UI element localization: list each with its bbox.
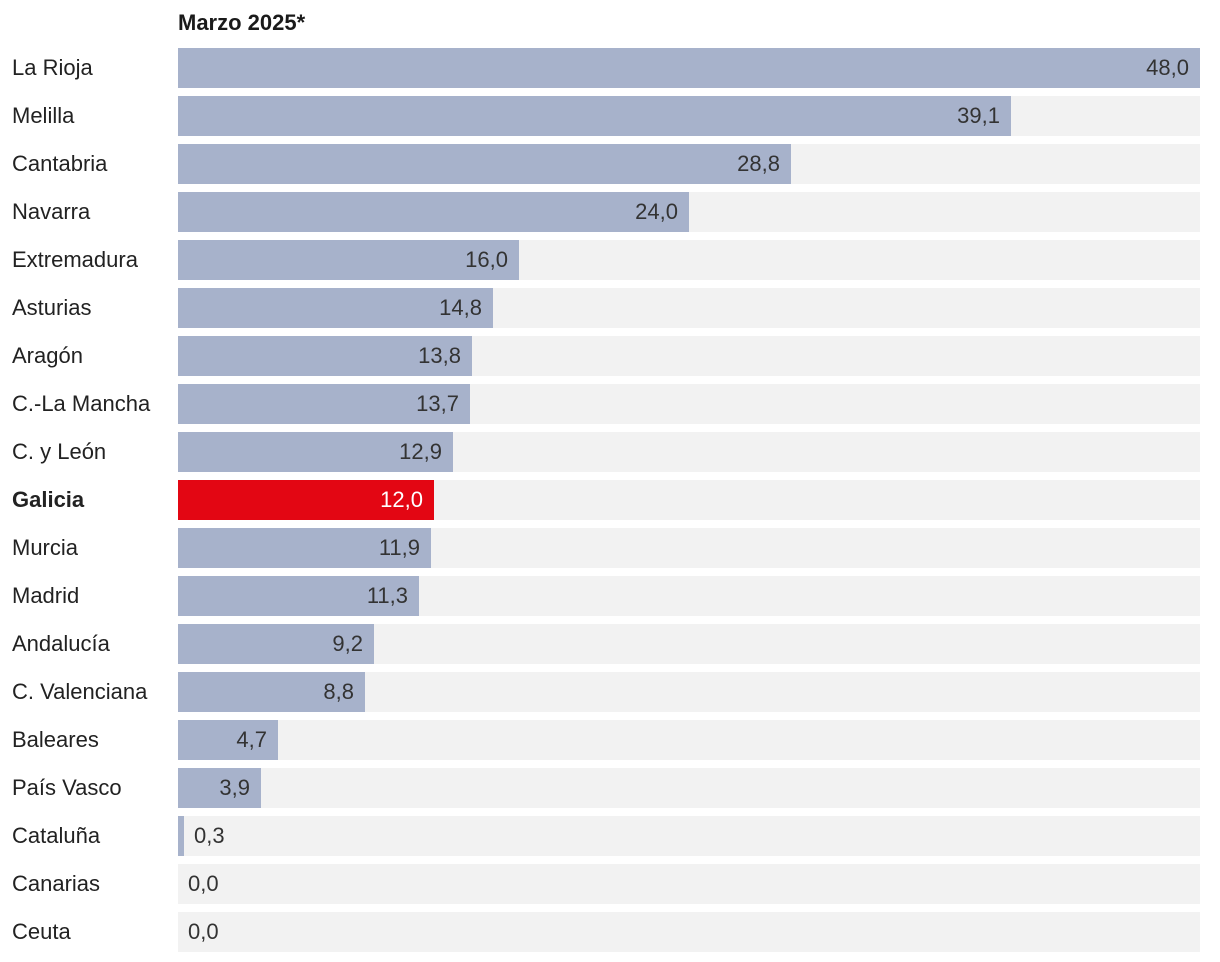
category-label: Navarra (12, 199, 91, 224)
bar-track: 16,0 (178, 240, 1200, 280)
category-label: Asturias (12, 295, 92, 320)
bar (178, 528, 431, 568)
category-label: Aragón (12, 343, 83, 368)
chart-title: Marzo 2025* (178, 10, 306, 35)
bar-row: País Vasco 3,9 (0, 768, 1220, 808)
bar (178, 384, 470, 424)
category-label: C. y León (12, 439, 107, 464)
value-label: 11,9 (378, 535, 420, 560)
value-label: 28,8 (737, 151, 780, 176)
bar (178, 48, 1200, 88)
bar (178, 816, 184, 856)
value-label: 9,2 (332, 631, 363, 656)
bar-track: 39,1 (178, 96, 1200, 136)
value-label: 14,8 (439, 295, 482, 320)
bar (178, 144, 791, 184)
category-label: Galicia (12, 487, 85, 512)
bar-track: 11,9 (178, 528, 1200, 568)
bar-track: 4,7 (178, 720, 1200, 760)
bar-row: Cantabria 28,8 (0, 144, 1220, 184)
category-label: Andalucía (12, 631, 110, 656)
bar-row: Aragón 13,8 (0, 336, 1220, 376)
value-label: 0,3 (194, 823, 225, 848)
bar-row: Asturias 14,8 (0, 288, 1220, 328)
bar-chart: La Rioja 48,0 Melilla 39,1 Cantabria 28,8 Nava… (0, 48, 1220, 960)
value-label: 4,7 (236, 727, 267, 752)
bar-track: 8,8 (178, 672, 1200, 712)
category-label: Canarias (12, 871, 101, 896)
bar-track: 48,0 (178, 48, 1200, 88)
bar-track: 3,9 (178, 768, 1200, 808)
category-label: Cantabria (12, 151, 108, 176)
bar-row: Baleares 4,7 (0, 720, 1220, 760)
value-label: 48,0 (1146, 55, 1189, 80)
value-label: 8,8 (323, 679, 354, 704)
bar (178, 672, 365, 712)
category-label: Melilla (12, 103, 75, 128)
category-label: Madrid (12, 583, 80, 608)
bar (178, 720, 278, 760)
bar-row: La Rioja 48,0 (0, 48, 1220, 88)
value-label: 11,3 (366, 583, 408, 608)
value-label: 3,9 (219, 775, 250, 800)
bar-track: 0,0 (178, 864, 1200, 904)
category-label: Murcia (12, 535, 79, 560)
bar (178, 96, 1011, 136)
bar (178, 192, 689, 232)
bar-row: Melilla 39,1 (0, 96, 1220, 136)
bar-row: Andalucía 9,2 (0, 624, 1220, 664)
category-label: Baleares (12, 727, 99, 752)
category-label: La Rioja (12, 55, 93, 80)
value-label: 24,0 (635, 199, 678, 224)
value-label: 39,1 (957, 103, 1000, 128)
category-label: Ceuta (12, 919, 71, 944)
category-label: C.-La Mancha (12, 391, 151, 416)
bar-row: Extremadura 16,0 (0, 240, 1220, 280)
value-label: 16,0 (465, 247, 508, 272)
category-label: País Vasco (12, 775, 122, 800)
category-label: Cataluña (12, 823, 101, 848)
bar-row: Canarias 0,0 (0, 864, 1220, 904)
value-label: 12,0 (380, 487, 423, 512)
bar (178, 576, 419, 616)
bar-row: Navarra 24,0 (0, 192, 1220, 232)
bar (178, 336, 472, 376)
bar-track: 24,0 (178, 192, 1200, 232)
bar (178, 768, 261, 808)
value-label: 13,8 (418, 343, 461, 368)
bar-track: 13,7 (178, 384, 1200, 424)
bar-row: C. Valenciana 8,8 (0, 672, 1220, 712)
bar-track: 28,8 (178, 144, 1200, 184)
bar-track: 0,3 (178, 816, 1200, 856)
category-label: C. Valenciana (12, 679, 148, 704)
bar (178, 624, 374, 664)
bar-row: Murcia 11,9 (0, 528, 1220, 568)
bar-row: Cataluña 0,3 (0, 816, 1220, 856)
bar-track: 9,2 (178, 624, 1200, 664)
value-label: 12,9 (399, 439, 442, 464)
bar-track: 12,9 (178, 432, 1200, 472)
bar (178, 240, 519, 280)
bar-track: 13,8 (178, 336, 1200, 376)
value-label: 0,0 (188, 871, 219, 896)
bar-track: 14,8 (178, 288, 1200, 328)
bar-row: C. y León 12,9 (0, 432, 1220, 472)
bar-row: Ceuta 0,0 (0, 912, 1220, 952)
value-label: 13,7 (416, 391, 459, 416)
bar (178, 288, 493, 328)
bar (178, 432, 453, 472)
bar (178, 480, 434, 520)
bar-row: C.-La Mancha 13,7 (0, 384, 1220, 424)
bar-track: 12,0 (178, 480, 1200, 520)
category-label: Extremadura (12, 247, 138, 272)
bar-row: Galicia 12,0 (0, 480, 1220, 520)
bar-track: 11,3 (178, 576, 1200, 616)
bar-row: Madrid 11,3 (0, 576, 1220, 616)
value-label: 0,0 (188, 919, 219, 944)
bar-track: 0,0 (178, 912, 1200, 952)
